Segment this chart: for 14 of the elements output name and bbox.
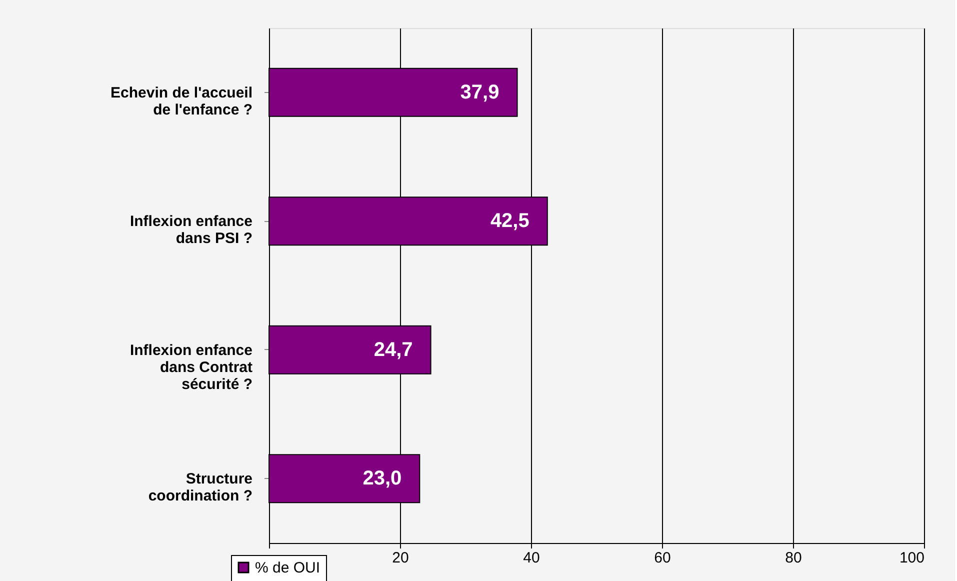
x-tick-label: 40 [523,550,540,566]
y-tick-label: Structure coordination ? [148,470,252,505]
x-tick-label: 80 [785,550,802,566]
x-tick-label: 20 [392,550,409,566]
y-tick-label: Inflexion enfance dans Contrat sécurité ? [130,342,252,393]
x-tick-label: 60 [654,550,671,566]
text: 24,7 [374,338,413,361]
text: 37,9 [460,81,500,104]
y-tick-label: Echevin de l'accueil de l'enfance ? [110,84,252,118]
legend-label: % de OUI [255,560,320,576]
x-tick-label: 100 [899,550,924,566]
text: 23,0 [362,468,402,490]
text: 42,5 [490,210,530,232]
y-tick-label: Inflexion enfance dans PSI ? [130,213,252,248]
